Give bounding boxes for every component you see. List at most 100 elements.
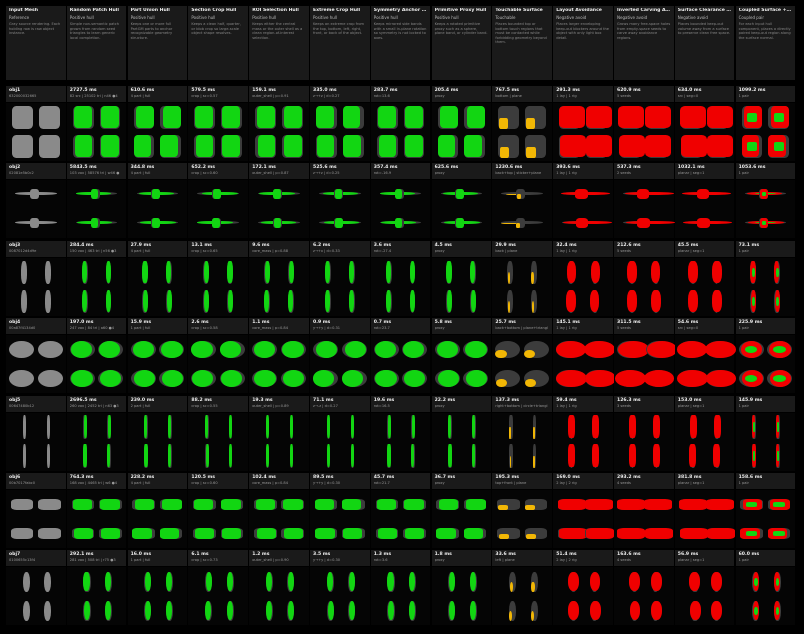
hull-region [744,346,758,354]
timing: 71.1 ms [313,397,334,403]
render-cell [614,412,674,471]
avoid-region [614,369,646,387]
render-cell [127,567,188,626]
timing: 620.9 ms [617,88,641,93]
cell-stats: 172.1 ms outer_shell | p=0.87 [249,163,309,180]
timing: 6.2 ms [313,242,331,248]
cell-stats: 212.6 ms 5 seeds [614,240,674,257]
touch-region [495,349,507,359]
timing: 205.4 ms [434,88,459,93]
stat-detail: proxy [434,558,445,563]
hull-region [83,444,87,467]
timing: 54.6 ms [677,320,699,326]
hull-region [82,260,88,283]
avoid-region [652,444,660,467]
timing: 1053.6 ms [738,165,766,171]
render-cell [614,180,675,239]
timing: 2.6 ms [191,320,209,326]
hull-region [266,600,273,621]
render-cell [674,567,735,626]
hull-region [394,189,403,199]
hull-region [404,105,423,128]
render-cell [310,490,370,548]
hull-region [775,267,779,277]
hull-region [470,260,476,283]
cell-stats: 2727.5 ms 82 src | 25102 tri | n46 ●4 [66,86,127,102]
timing: 145.1 ms [556,320,580,326]
column-description: Grows many free-space holes from empty-s… [617,22,671,40]
hull-region [316,134,335,157]
column-description: Places bounded keep-out volume away from… [677,22,731,36]
hull-region [72,498,93,510]
cell-stats: 239.0 ms 2 part | full [127,395,188,412]
cell-stats: 153.0 ms planar | seg=1 [674,395,735,412]
stat-detail: y→+y | d=0.30 [313,558,341,563]
cell-stats: 1053.6 ms 1 pair [735,163,796,180]
render-cell [188,103,248,161]
hull-region [289,444,293,467]
cell-stats: 5.8 ms proxy [431,318,492,335]
hull-region [74,134,93,157]
mesh-render [11,134,33,159]
column-title: Section Crop Hull [191,8,237,13]
column-header: Random Patch Hull Positive hull Simple non… [66,6,127,80]
hull-region [446,260,452,283]
stat-detail: rot=-16.9 [373,171,392,176]
stat-detail: proxy [434,326,445,331]
stat-detail: 281 vox | 508 tri | r75 ●3 [69,558,116,563]
column-subtitle: Positive hull [252,15,277,20]
timing: 292.1 ms [69,552,94,558]
touch-region [507,272,511,284]
hull-region [376,498,397,510]
hull-region [448,571,455,592]
hull-region [227,260,233,283]
timing: 291.3 ms [556,88,580,93]
render-cell [735,180,796,239]
hull-region [162,369,184,387]
render-cell [370,567,431,626]
avoid-region [585,498,614,510]
stat-detail: 1 pair [738,248,749,253]
hull-region [754,577,758,586]
hull-region [222,134,241,157]
timing: 197.0 ms [69,320,94,326]
stat-detail: 3 seeds [617,403,631,408]
timing: 2696.5 ms [69,397,97,403]
timing: 393.6 ms [556,165,580,171]
object-id: 632000032665 [9,94,37,98]
column-subtitle: Touchable [495,15,516,20]
cell-stats: 579.5 ms crop | sc=0.57 [188,86,248,102]
mesh-render [46,415,51,439]
hull-region [754,606,758,615]
hull-region [151,189,160,199]
avoid-region [616,498,645,510]
timing: 36.7 ms [434,475,456,480]
timing: 764.3 ms [69,475,94,480]
timing: 625.6 ms [434,165,459,171]
hull-region [327,444,331,467]
cell-stats: 169.0 ms 2 lay | 2 rig [553,473,613,489]
hull-region [455,189,464,199]
avoid-region [585,369,616,387]
timing: 56.9 ms [677,552,699,558]
render-cell [6,490,66,548]
column-title: Layout Avoidance [556,8,602,13]
cell-stats: 56.9 ms planar | seg=1 [674,550,735,567]
render-cell [127,257,188,316]
object-id: 0087012d4d9e [9,248,37,253]
mesh-render [531,289,538,313]
stat-detail: planar | seg=1 [677,171,705,176]
render-cell [492,257,552,316]
timing: 19.6 ms [373,397,395,403]
hull-region [775,577,780,586]
column-subtitle: Reference [9,15,30,20]
hull-region [162,498,182,510]
hull-region [325,260,331,283]
stat-detail: proxy [434,248,445,253]
hull-region [227,571,234,592]
hull-region [437,369,459,387]
hull-region [205,415,209,438]
hull-region [227,289,233,312]
stat-detail: 1 lay | 1 rig [556,403,577,408]
timing: 102.4 ms [252,475,276,480]
